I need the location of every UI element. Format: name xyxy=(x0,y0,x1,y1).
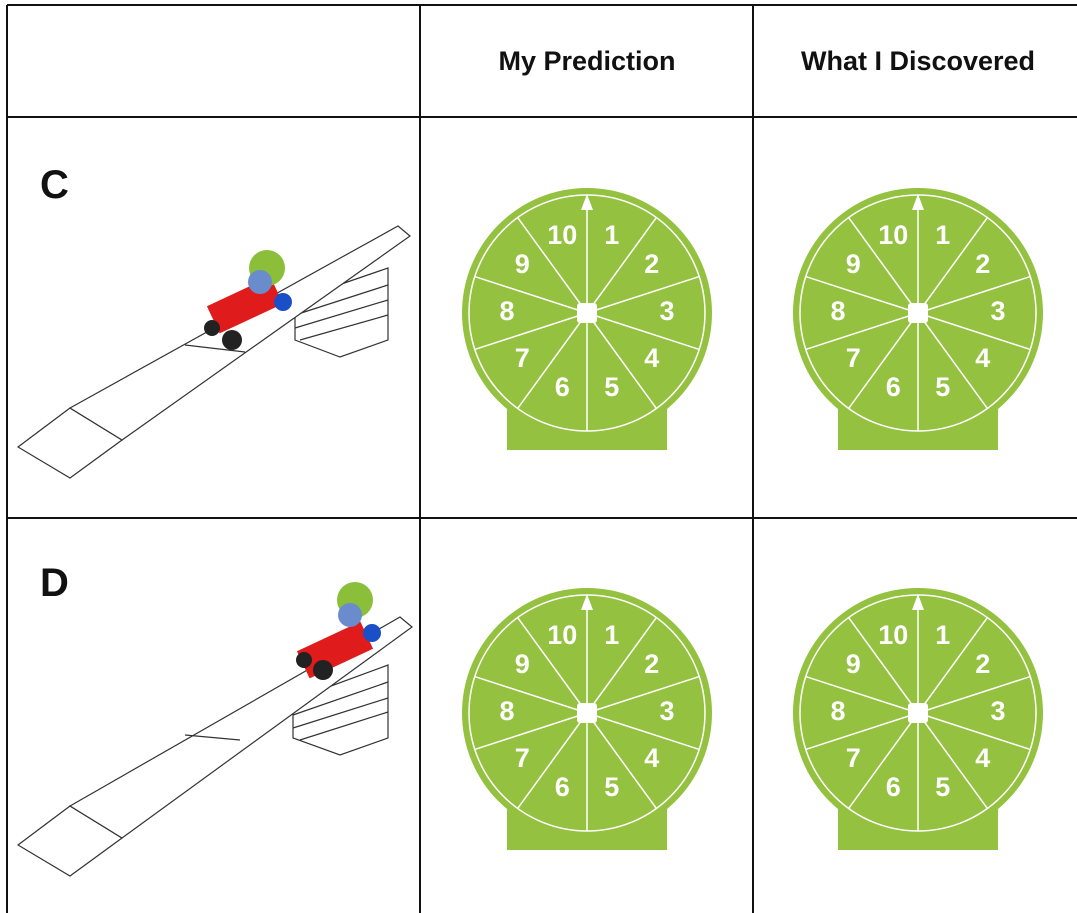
worksheet: My Prediction What I Discovered C D 1234… xyxy=(0,0,1077,913)
dial-number: 4 xyxy=(975,743,990,773)
dial-number: 5 xyxy=(935,372,950,402)
dial-number: 3 xyxy=(990,696,1005,726)
dial-number: 5 xyxy=(604,772,619,802)
dial-number: 8 xyxy=(499,296,514,326)
dial-number: 3 xyxy=(990,296,1005,326)
dial-number: 10 xyxy=(547,220,577,250)
dial-number: 8 xyxy=(499,696,514,726)
dial-number: 7 xyxy=(515,343,530,373)
dial-number: 1 xyxy=(935,620,950,650)
dial-number: 6 xyxy=(886,372,901,402)
dial-number: 9 xyxy=(846,649,861,679)
row-label: C xyxy=(40,163,69,207)
dial-number: 5 xyxy=(604,372,619,402)
dial-number: 2 xyxy=(975,249,990,279)
dial-number: 3 xyxy=(659,296,674,326)
dial-number: 7 xyxy=(515,743,530,773)
dial-center xyxy=(577,303,597,323)
dial-center xyxy=(577,703,597,723)
dial-number: 2 xyxy=(644,249,659,279)
dial-number: 7 xyxy=(846,343,861,373)
dial-number: 1 xyxy=(604,220,619,250)
dial-number: 6 xyxy=(886,772,901,802)
dial-number: 6 xyxy=(555,772,570,802)
dial-number: 8 xyxy=(830,296,845,326)
ramp-illustration xyxy=(18,226,410,478)
header-cell: My Prediction xyxy=(498,46,675,76)
header-cell: What I Discovered xyxy=(801,46,1035,76)
dial-center xyxy=(908,303,928,323)
dial-center xyxy=(908,703,928,723)
dial-number: 6 xyxy=(555,372,570,402)
dial-number: 1 xyxy=(604,620,619,650)
dial-number: 9 xyxy=(515,249,530,279)
ramp-illustration xyxy=(18,582,412,876)
dial-number: 7 xyxy=(846,743,861,773)
dial-number: 4 xyxy=(644,743,659,773)
dial-number: 2 xyxy=(644,649,659,679)
dial-number: 9 xyxy=(846,249,861,279)
dial-number: 10 xyxy=(878,220,908,250)
dial-number: 8 xyxy=(830,696,845,726)
dial-number: 10 xyxy=(878,620,908,650)
dial-number: 4 xyxy=(644,343,659,373)
dial-number: 10 xyxy=(547,620,577,650)
dial-number: 1 xyxy=(935,220,950,250)
row-label: D xyxy=(40,561,69,605)
dial-number: 9 xyxy=(515,649,530,679)
dial-number: 3 xyxy=(659,696,674,726)
dial-number: 5 xyxy=(935,772,950,802)
dial-number: 2 xyxy=(975,649,990,679)
dial-number: 4 xyxy=(975,343,990,373)
